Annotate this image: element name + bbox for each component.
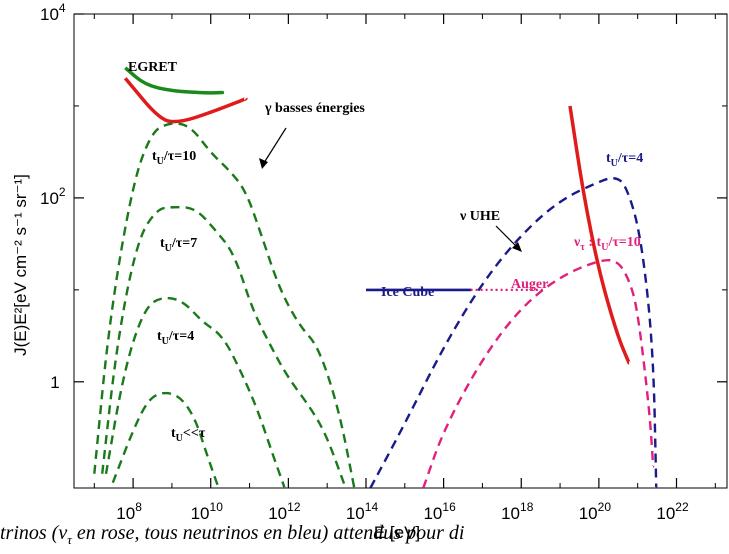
plot-frame	[73, 13, 728, 489]
caption-part1: trinos (ν	[0, 522, 68, 544]
series-line-2	[93, 122, 356, 488]
nu-uhe-arrowhead	[512, 242, 522, 252]
gamma-arrow-line	[261, 127, 287, 167]
auger-label: Auger	[511, 277, 548, 292]
icecube-label: Ice Cube	[381, 285, 434, 300]
tu10-label: tU/τ=10	[152, 149, 196, 167]
x-tick-label-1: 1010	[191, 500, 224, 523]
annotation-labels: EGRET γ basses énergies tU/τ=10 tU/τ=7 t…	[128, 60, 643, 444]
nu-uhe-label: ν UHE	[459, 209, 500, 224]
annotation-arrows	[259, 127, 522, 252]
nutau-label: ντ : tU/τ=10	[573, 235, 641, 253]
nu-uhe-arrow-line	[495, 225, 519, 249]
tull-label: tU<<τ	[171, 426, 206, 444]
series-line-3	[101, 205, 347, 488]
figure-caption: trinos (ντ en rose, tous neutrinos en bl…	[0, 522, 465, 547]
tu4-label: tU/τ=4	[157, 329, 194, 347]
x-tick-label-6: 1020	[579, 500, 612, 523]
y-tick-label-1: 102	[40, 185, 66, 208]
x-axis-title: E [eV]	[374, 523, 420, 542]
y-tick-label-0: 1	[50, 373, 59, 392]
series-line-10	[568, 105, 631, 365]
series-layer	[93, 66, 658, 488]
tu7-label: tU/τ=7	[160, 236, 197, 254]
series-line-7	[422, 258, 655, 488]
gamma-arrowhead	[259, 158, 268, 169]
x-tick-label-3: 1014	[346, 500, 379, 523]
axis-ticks: 108 1010 1012 1014 1016 1018 1020 1022 1 102 104	[40, 1, 727, 523]
series-line-0	[124, 66, 225, 95]
x-tick-label-2: 1012	[268, 500, 301, 523]
y-axis-title: J(E)E²[eV cm⁻² s⁻¹ sr⁻¹]	[11, 174, 30, 356]
gamma-label: γ basses énergies	[264, 101, 365, 116]
series-line-1	[123, 77, 248, 124]
x-tick-label-4: 1016	[423, 500, 456, 523]
y-tick-label-2: 104	[40, 1, 66, 24]
egret-label: EGRET	[128, 60, 178, 75]
tu4-nu-label: tU/τ=4	[606, 151, 643, 169]
series-line-6	[369, 177, 658, 488]
x-tick-label-5: 1018	[501, 500, 534, 523]
series-line-4	[104, 296, 286, 488]
x-tick-label-7: 1022	[656, 500, 689, 523]
x-tick-label-0: 108	[116, 500, 142, 523]
